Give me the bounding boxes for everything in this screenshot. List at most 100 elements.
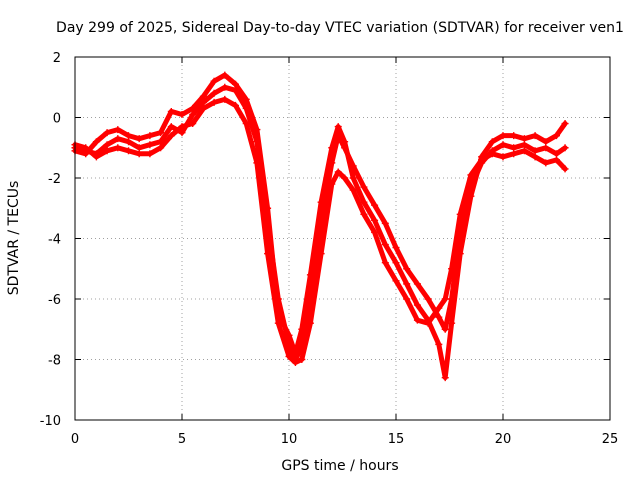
plot-frame <box>74 56 611 421</box>
data-point-marker <box>125 132 132 140</box>
data-point-marker <box>448 265 456 273</box>
data-point-marker <box>561 120 569 128</box>
data-point-marker <box>360 198 368 206</box>
data-point-marker <box>435 304 443 312</box>
data-point-marker <box>531 153 539 161</box>
data-point-marker <box>435 313 443 321</box>
data-point-marker <box>146 141 154 149</box>
data-point-marker <box>381 219 389 227</box>
x-tick-label: 10 <box>281 432 298 447</box>
data-point-marker <box>103 141 111 149</box>
data-point-marker <box>520 135 528 143</box>
data-point-marker <box>114 126 122 134</box>
data-point-marker <box>392 244 400 252</box>
series-line <box>72 96 568 365</box>
data-point-marker <box>424 295 432 303</box>
data-point-marker <box>499 141 507 149</box>
data-point-marker <box>456 210 464 218</box>
data-point-marker <box>381 259 389 267</box>
series-track-2 <box>71 71 569 382</box>
data-point-marker <box>285 352 293 360</box>
series-track-3 <box>71 95 569 367</box>
data-point-marker <box>542 159 550 167</box>
y-axis-label: SDTVAR / TECUs <box>6 181 22 296</box>
data-point-marker <box>167 132 175 140</box>
y-tick-label: -10 <box>40 414 61 429</box>
x-tick-label: 20 <box>495 432 512 447</box>
data-point-marker <box>334 123 342 131</box>
data-point-marker <box>103 129 111 137</box>
data-point-marker <box>531 147 539 155</box>
x-tick-label: 25 <box>602 432 619 447</box>
data-point-marker <box>125 147 132 155</box>
data-point-marker <box>441 325 449 333</box>
data-point-marker <box>210 98 218 106</box>
data-point-marker <box>349 174 357 182</box>
data-point-marker <box>510 132 518 140</box>
data-point-marker <box>135 135 143 143</box>
data-point-marker <box>178 110 186 118</box>
data-point-marker <box>341 174 349 182</box>
data-point-marker <box>441 295 449 303</box>
data-point-marker <box>360 183 368 191</box>
data-point-marker <box>232 101 239 109</box>
series-line <box>72 72 568 381</box>
data-layer <box>71 71 569 382</box>
data-point-marker <box>253 126 261 134</box>
data-point-marker <box>413 280 421 288</box>
data-point-marker <box>146 132 154 140</box>
data-point-marker <box>178 123 186 131</box>
data-point-marker <box>424 319 432 327</box>
data-point-marker <box>199 104 207 112</box>
y-tick-label: -8 <box>48 354 61 369</box>
data-point-marker <box>264 204 272 212</box>
data-point-marker <box>210 77 218 85</box>
data-point-marker <box>381 241 389 249</box>
data-point-marker <box>467 192 475 200</box>
data-point-marker <box>403 265 411 273</box>
data-point-marker <box>189 104 197 112</box>
data-point-marker <box>542 144 550 152</box>
data-point-marker <box>520 147 528 155</box>
data-point-marker <box>328 180 336 188</box>
x-tick-label: 5 <box>178 432 186 447</box>
data-point-marker <box>291 349 299 357</box>
data-point-marker <box>467 171 475 179</box>
y-tick-label: 0 <box>53 112 61 127</box>
y-tick-label: -4 <box>48 233 61 248</box>
data-point-marker <box>285 331 293 339</box>
x-tick-label: 15 <box>388 432 405 447</box>
data-point-marker <box>114 135 122 143</box>
data-point-marker <box>92 138 100 146</box>
data-point-marker <box>392 259 400 267</box>
data-point-marker <box>264 250 272 258</box>
data-point-marker <box>435 340 443 348</box>
data-point-marker <box>135 150 143 158</box>
data-point-marker <box>341 138 349 146</box>
data-point-marker <box>349 186 357 194</box>
data-point-marker <box>561 165 569 173</box>
data-point-marker <box>167 107 175 115</box>
data-point-marker <box>553 132 560 140</box>
data-point-marker <box>210 89 218 97</box>
data-point-marker <box>403 295 411 303</box>
data-point-marker <box>82 150 90 158</box>
y-tick-label: -2 <box>48 172 61 187</box>
data-point-marker <box>510 144 518 152</box>
data-point-marker <box>448 319 456 327</box>
data-point-marker <box>531 132 539 140</box>
data-point-marker <box>242 95 250 103</box>
data-point-marker <box>413 301 421 309</box>
data-point-marker <box>542 138 550 146</box>
data-point-marker <box>317 250 325 258</box>
data-point-marker <box>371 228 379 236</box>
data-point-marker <box>298 356 306 363</box>
data-point-marker <box>317 198 325 206</box>
data-point-marker <box>441 374 449 382</box>
data-point-marker <box>103 147 111 155</box>
data-point-marker <box>232 80 239 88</box>
chart-title: Day 299 of 2025, Sidereal Day-to-day VTE… <box>56 20 624 36</box>
x-tick-label: 0 <box>71 432 79 447</box>
data-point-marker <box>114 144 122 152</box>
